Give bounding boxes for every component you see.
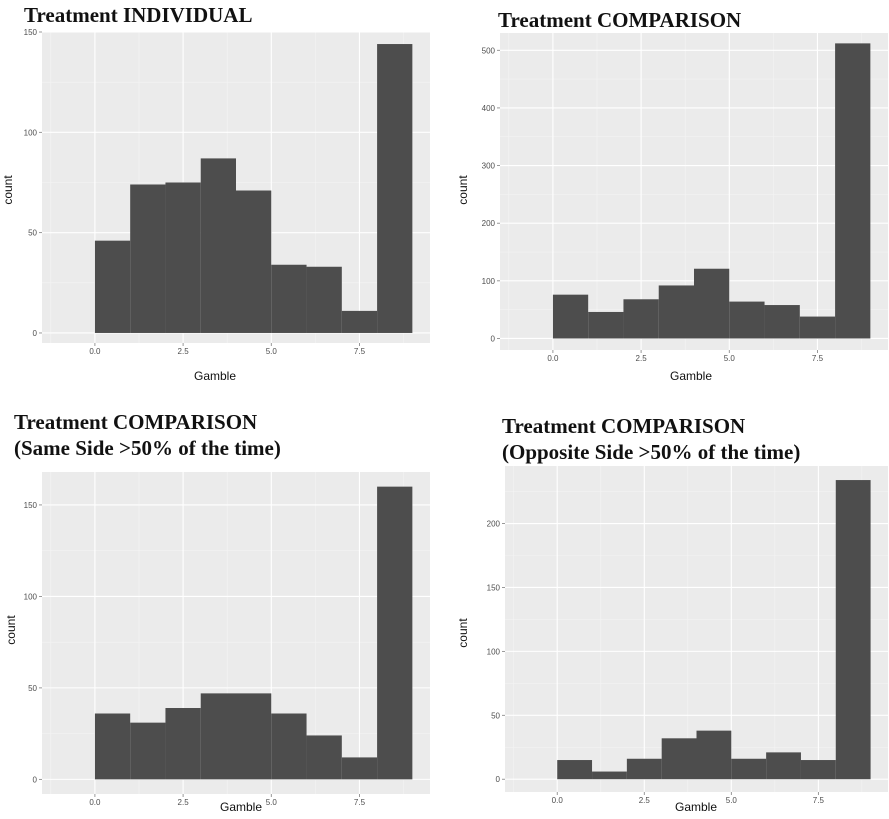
- histogram-bar: [835, 480, 871, 780]
- y-tick-label: 50: [491, 711, 500, 720]
- chart-title: Treatment COMPARISON: [14, 410, 258, 434]
- x-tick-label: 5.0: [724, 354, 736, 363]
- histogram-bar: [557, 760, 593, 780]
- histogram-bar: [236, 693, 272, 780]
- histogram-bar: [729, 301, 765, 339]
- histogram-bar: [306, 266, 342, 333]
- histogram-bar: [200, 158, 236, 333]
- y-tick-label: 100: [487, 647, 501, 656]
- chart-subtitle: (Same Side >50% of the time): [14, 436, 281, 460]
- x-tick-label: 2.5: [636, 354, 648, 363]
- histogram-bar: [377, 486, 413, 780]
- histogram-bar: [799, 316, 836, 339]
- x-tick-label: 7.5: [354, 798, 366, 807]
- y-tick-label: 100: [24, 128, 38, 137]
- histogram-bar: [800, 760, 836, 780]
- y-tick-label: 100: [482, 277, 496, 286]
- histogram-bar: [588, 311, 624, 339]
- y-axis-label: count: [456, 175, 470, 205]
- histogram-bar: [165, 182, 201, 333]
- histogram-bar: [661, 738, 697, 780]
- histogram-bar: [626, 758, 662, 780]
- histogram-bar: [341, 757, 378, 780]
- y-tick-label: 200: [482, 219, 496, 228]
- y-tick-label: 0: [33, 775, 38, 784]
- chart-title: Treatment INDIVIDUAL: [24, 3, 253, 27]
- y-tick-label: 150: [24, 501, 38, 510]
- x-axis-label: Gamble: [675, 800, 717, 814]
- y-tick-label: 0: [491, 334, 496, 343]
- x-tick-label: 5.0: [726, 796, 738, 805]
- x-tick-label: 7.5: [354, 347, 366, 356]
- x-tick-label: 7.5: [813, 796, 825, 805]
- histogram-bar: [271, 264, 307, 333]
- histogram-bar: [592, 771, 627, 780]
- histogram-bar: [94, 713, 131, 780]
- y-tick-label: 400: [482, 104, 496, 113]
- x-axis-label: Gamble: [220, 800, 262, 814]
- y-tick-label: 50: [28, 684, 37, 693]
- y-tick-label: 500: [482, 46, 496, 55]
- x-tick-label: 0.0: [552, 796, 564, 805]
- histogram-bar: [766, 752, 801, 780]
- y-tick-label: 0: [33, 329, 38, 338]
- y-tick-label: 150: [487, 583, 501, 592]
- histogram-bar: [696, 730, 732, 780]
- histogram-bar: [341, 310, 378, 333]
- y-axis-label: count: [1, 175, 15, 205]
- histogram-bar: [271, 713, 307, 780]
- x-tick-label: 0.0: [89, 347, 101, 356]
- x-tick-label: 5.0: [266, 798, 278, 807]
- histogram-bar: [236, 190, 272, 333]
- chart-title: Treatment COMPARISON: [502, 414, 746, 438]
- y-axis-label: count: [456, 618, 470, 648]
- histogram-bar: [694, 268, 730, 339]
- histogram-bar: [165, 708, 201, 780]
- histogram-bar: [306, 735, 342, 780]
- x-tick-label: 5.0: [266, 347, 278, 356]
- histogram-bar: [94, 240, 131, 333]
- x-tick-label: 0.0: [547, 354, 559, 363]
- y-axis-label: count: [4, 615, 18, 645]
- histogram-bar: [130, 184, 166, 333]
- histogram-bar: [200, 693, 236, 780]
- x-tick-label: 2.5: [178, 347, 190, 356]
- histogram-bar: [764, 305, 800, 339]
- y-tick-label: 150: [24, 28, 38, 37]
- x-tick-label: 2.5: [639, 796, 651, 805]
- chart-subtitle: (Opposite Side >50% of the time): [502, 440, 801, 464]
- y-tick-label: 100: [24, 592, 38, 601]
- x-tick-label: 2.5: [178, 798, 190, 807]
- x-tick-label: 0.0: [89, 798, 101, 807]
- histogram-bar: [731, 758, 767, 780]
- x-tick-label: 7.5: [812, 354, 824, 363]
- y-tick-label: 200: [487, 520, 501, 529]
- histogram-bar: [130, 722, 166, 780]
- histogram-bar: [658, 285, 694, 339]
- histogram-bar: [552, 294, 589, 339]
- y-tick-label: 0: [496, 775, 501, 784]
- x-axis-label: Gamble: [194, 369, 236, 383]
- histogram-bar: [623, 299, 659, 339]
- histogram-bar: [377, 44, 413, 333]
- histogram-bar: [835, 43, 871, 339]
- x-axis-label: Gamble: [670, 369, 712, 383]
- chart-title: Treatment COMPARISON: [498, 8, 742, 32]
- y-tick-label: 50: [28, 229, 37, 238]
- y-tick-label: 300: [482, 162, 496, 171]
